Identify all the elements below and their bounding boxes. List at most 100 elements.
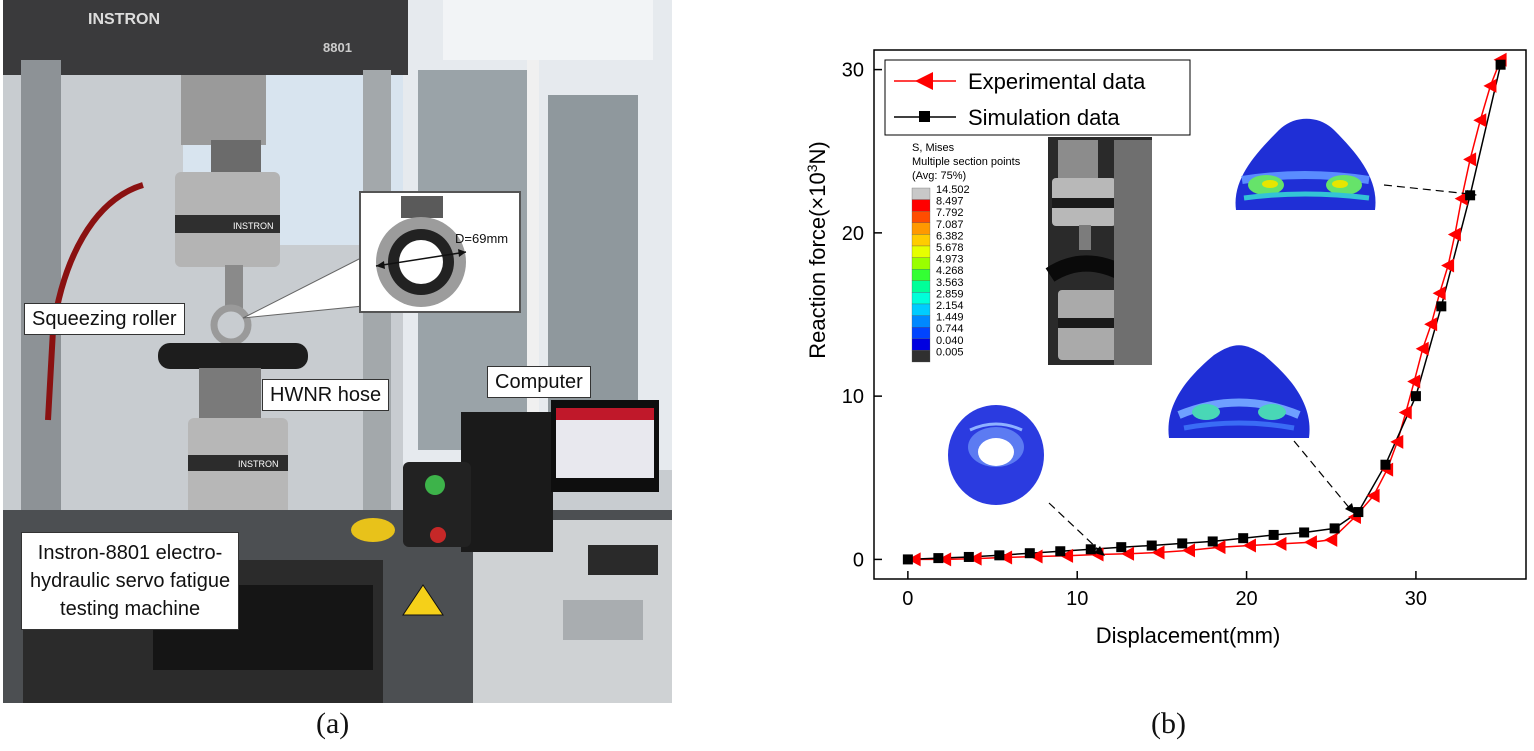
- mises-value-label: 0.744: [936, 323, 964, 335]
- legend-label-experimental: Experimental data: [968, 69, 1146, 94]
- mises-color-swatch: [911, 199, 931, 212]
- mises-color-swatch: [911, 269, 931, 281]
- x-axis-label: Displacement(mm): [1096, 623, 1281, 648]
- experimental-point: [999, 550, 1013, 565]
- simulation-point: [902, 554, 913, 565]
- simulation-point: [1177, 538, 1188, 549]
- experimental-point: [1242, 538, 1256, 553]
- label-squeezing-roller: Squeezing roller: [24, 303, 185, 335]
- series-markers: [902, 52, 1507, 567]
- experimental-point: [907, 552, 921, 567]
- mises-value-label: 8.497: [936, 196, 964, 208]
- experimental-point: [1324, 532, 1338, 547]
- simulation-point: [1329, 523, 1340, 534]
- simulation-point: [1146, 540, 1157, 551]
- fe-shape-final: [1235, 118, 1376, 210]
- simulation-point: [1495, 59, 1506, 70]
- experimental-point: [1181, 543, 1195, 558]
- experimental-point: [1424, 317, 1438, 332]
- experimental-point: [1473, 113, 1487, 128]
- mises-color-swatch: [911, 234, 931, 247]
- y-tick-label: 0: [853, 549, 864, 571]
- inset-dimension-text: D=69mm: [455, 231, 508, 246]
- experimental-point: [1390, 434, 1404, 449]
- force-displacement-chart: 0 10 20 30 0 10 20 30 Displacement(mm) Reaction…: [804, 49, 1527, 648]
- experimental-point: [968, 551, 982, 566]
- experimental-point: [1483, 78, 1497, 93]
- simulation-point: [1380, 459, 1391, 470]
- test-photo-inset: [1045, 137, 1152, 365]
- mises-value-label: 0.040: [936, 335, 964, 347]
- simulation-point: [1207, 536, 1218, 547]
- simulation-point: [1024, 548, 1035, 559]
- mises-color-swatch: [911, 292, 931, 305]
- label-testing-machine: Instron-8801 electro- hydraulic servo fa…: [21, 532, 240, 630]
- label-testing-machine-line2: hydraulic servo fatigue: [30, 570, 231, 592]
- y-tick-label: 30: [842, 60, 864, 82]
- simulation-point: [1085, 544, 1096, 555]
- instron-top-text: INSTRON: [88, 11, 160, 28]
- x-tick-label: 0: [902, 588, 913, 610]
- caption-a: (a): [316, 707, 350, 740]
- axis-ticks: 0 10 20 30 0 10 20 30: [842, 60, 1427, 610]
- mises-color-swatch: [911, 280, 931, 293]
- mises-value-label: 7.792: [936, 207, 964, 219]
- x-tick-label: 20: [1235, 588, 1257, 610]
- simulation-point: [1410, 391, 1421, 402]
- mises-value-label: 3.563: [936, 277, 964, 289]
- legend-swatch-simulation-marker: [919, 111, 930, 122]
- simulation-point: [1353, 507, 1364, 518]
- instron-upper-text: INSTRON: [233, 221, 274, 231]
- roller-inset-thread: [401, 196, 443, 218]
- simulation-point: [994, 550, 1005, 561]
- mises-legend: S, Mises Multiple section points (Avg: 7…: [911, 142, 1021, 363]
- experimental-point: [1212, 540, 1226, 555]
- callout-arrows: [1048, 184, 1477, 556]
- mises-value-label: 7.087: [936, 219, 964, 231]
- y-axis-label-tail: N): [805, 141, 830, 164]
- mises-color-swatch: [911, 350, 931, 363]
- mises-color-swatch: [911, 257, 931, 270]
- experimental-point: [1121, 546, 1135, 561]
- experimental-point: [1441, 258, 1455, 273]
- y-axis-label-main: Reaction force(×10: [805, 172, 830, 359]
- mises-color-swatch: [911, 211, 931, 223]
- mises-value-label: 4.973: [936, 254, 964, 266]
- simulation-point: [933, 553, 944, 564]
- experimental-point: [938, 552, 952, 567]
- mises-color-swatch: [911, 315, 931, 328]
- experimental-point: [1029, 549, 1043, 564]
- experimental-point: [1398, 405, 1412, 420]
- simulation-point: [1055, 546, 1066, 557]
- experimental-point: [1060, 548, 1074, 563]
- y-axis-label-sup: 3: [804, 164, 820, 172]
- y-axis-label: Reaction force(×103N): [804, 141, 830, 359]
- simulation-point: [963, 551, 974, 562]
- legend-label-simulation: Simulation data: [968, 105, 1120, 130]
- legend-swatch-experimental-marker: [915, 72, 933, 90]
- experimental-point: [1432, 286, 1446, 301]
- label-hwnr-hose: HWNR hose: [262, 379, 390, 411]
- mises-title-line3: (Avg: 75%): [912, 170, 966, 182]
- mises-color-swatch: [911, 187, 931, 200]
- y-tick-label: 20: [842, 223, 864, 245]
- mises-value-label: 0.005: [936, 346, 964, 358]
- fe-shape-mid: [1168, 345, 1310, 438]
- simulation-point: [1436, 301, 1447, 312]
- label-computer: Computer: [487, 366, 591, 398]
- experimental-point: [1463, 152, 1477, 167]
- experimental-point: [1447, 227, 1461, 242]
- mises-value-label: 1.449: [936, 312, 964, 324]
- mises-color-swatch: [911, 222, 931, 235]
- mises-value-label: 4.268: [936, 265, 964, 277]
- mises-value-label: 2.154: [936, 300, 964, 312]
- mises-title-line2: Multiple section points: [912, 156, 1021, 168]
- mises-value-label: 6.382: [936, 230, 964, 242]
- experimental-point: [1454, 191, 1468, 206]
- simulation-point: [1268, 529, 1279, 540]
- lab-photo-illustration: INSTRON 8801 INSTRON INSTRON: [3, 0, 672, 703]
- mises-value-label: 14.502: [936, 184, 970, 196]
- simulation-point: [1238, 533, 1249, 544]
- experimental-point: [1273, 536, 1287, 551]
- mises-value-label: 5.678: [936, 242, 964, 254]
